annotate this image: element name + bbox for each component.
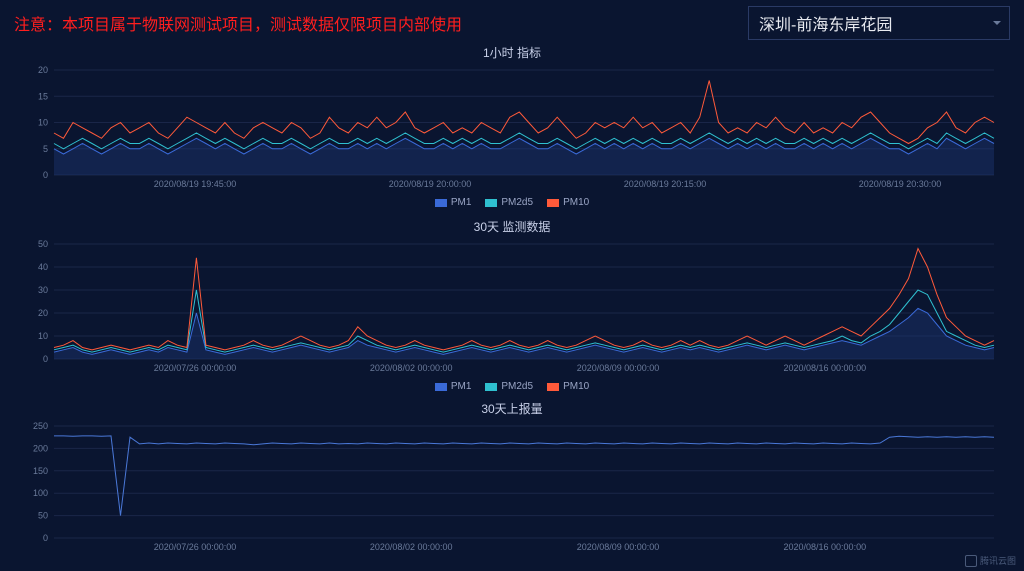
- legend-item[interactable]: PM10: [547, 381, 589, 392]
- svg-text:40: 40: [38, 262, 48, 272]
- svg-text:50: 50: [38, 239, 48, 249]
- chart-title: 30天上报量: [14, 400, 1010, 417]
- legend-item[interactable]: PM1: [435, 197, 472, 208]
- svg-text:15: 15: [38, 91, 48, 101]
- svg-text:0: 0: [43, 533, 48, 543]
- chart-30day-data: 30天 监测数据 0 10 20 30 40 50 2020/07/26 00:00:00 20…: [14, 218, 1010, 392]
- svg-text:0: 0: [43, 170, 48, 180]
- site-selector-value: 深圳-前海东岸花园: [759, 17, 892, 34]
- svg-text:2020/07/26 00:00:00: 2020/07/26 00:00:00: [154, 363, 237, 373]
- watermark: 腾讯云图: [965, 554, 1016, 567]
- chart-legend: PM1 PM2d5 PM10: [14, 381, 1010, 392]
- svg-text:200: 200: [33, 443, 48, 453]
- svg-text:100: 100: [33, 488, 48, 498]
- svg-text:150: 150: [33, 466, 48, 476]
- svg-text:2020/08/19 19:45:00: 2020/08/19 19:45:00: [154, 179, 237, 189]
- legend-item[interactable]: PM2d5: [485, 197, 533, 208]
- svg-text:2020/08/19 20:30:00: 2020/08/19 20:30:00: [859, 179, 942, 189]
- svg-text:2020/08/09 00:00:00: 2020/08/09 00:00:00: [577, 363, 660, 373]
- svg-text:2020/08/02 00:00:00: 2020/08/02 00:00:00: [370, 542, 453, 552]
- svg-text:2020/08/19 20:15:00: 2020/08/19 20:15:00: [624, 179, 707, 189]
- chart-title: 1小时 指标: [14, 44, 1010, 61]
- svg-text:0: 0: [43, 354, 48, 364]
- svg-text:30: 30: [38, 285, 48, 295]
- svg-text:2020/07/26 00:00:00: 2020/07/26 00:00:00: [154, 542, 237, 552]
- legend-item[interactable]: PM10: [547, 197, 589, 208]
- svg-text:2020/08/09 00:00:00: 2020/08/09 00:00:00: [577, 542, 660, 552]
- site-selector[interactable]: 深圳-前海东岸花园: [748, 6, 1010, 40]
- legend-item[interactable]: PM1: [435, 381, 472, 392]
- svg-text:2020/08/16 00:00:00: 2020/08/16 00:00:00: [784, 542, 867, 552]
- legend-item[interactable]: PM2d5: [485, 381, 533, 392]
- warning-banner: 注意：本项目属于物联网测试项目，测试数据仅限项目内部使用: [14, 11, 462, 35]
- chart-1hour: 1小时 指标 0 5 10 15 20 2020/08/19 19:45:00 2020/08…: [14, 44, 1010, 208]
- svg-text:2020/08/02 00:00:00: 2020/08/02 00:00:00: [370, 363, 453, 373]
- svg-text:20: 20: [38, 65, 48, 75]
- watermark-text: 腾讯云图: [980, 554, 1016, 567]
- svg-text:50: 50: [38, 511, 48, 521]
- svg-text:2020/08/16 00:00:00: 2020/08/16 00:00:00: [784, 363, 867, 373]
- svg-text:10: 10: [38, 118, 48, 128]
- chart-30day-upload: 30天上报量 0 50 100 150 200 250 2020/07/26 00:00:00…: [14, 400, 1010, 553]
- cloud-icon: [965, 555, 977, 567]
- chart-title: 30天 监测数据: [14, 218, 1010, 235]
- svg-text:250: 250: [33, 421, 48, 431]
- svg-text:5: 5: [43, 144, 48, 154]
- svg-text:2020/08/19 20:00:00: 2020/08/19 20:00:00: [389, 179, 472, 189]
- svg-text:10: 10: [38, 331, 48, 341]
- chart-legend: PM1 PM2d5 PM10: [14, 197, 1010, 208]
- svg-text:20: 20: [38, 308, 48, 318]
